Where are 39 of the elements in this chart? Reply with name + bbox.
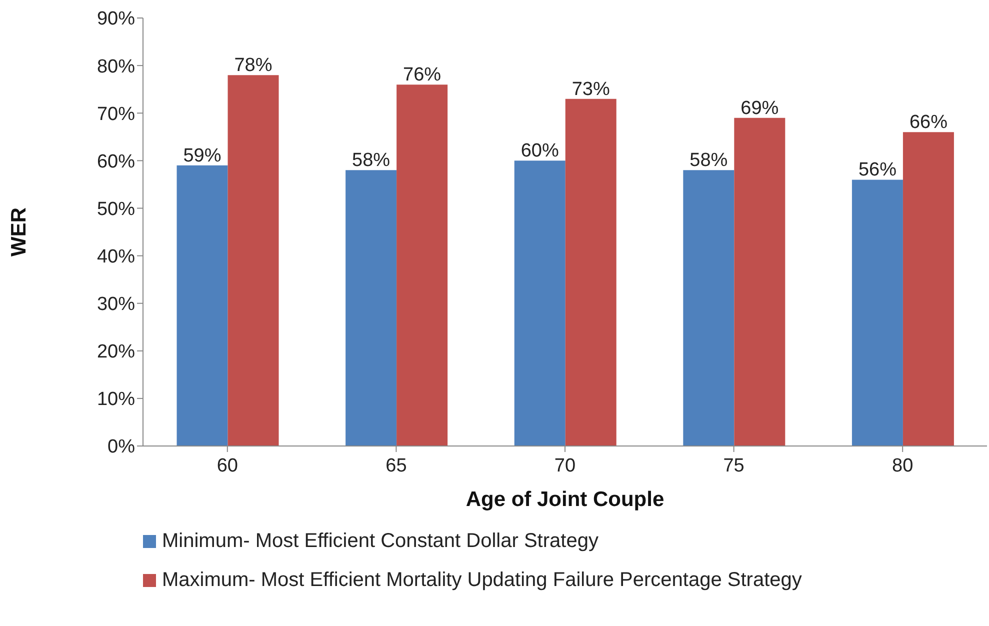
x-tick-label: 60 [216,455,238,476]
x-axis-title: Age of Joint Couple [466,488,664,511]
data-label: 78% [234,55,272,76]
bar [902,132,954,446]
bar [396,84,448,446]
y-axis-title: WER [7,208,30,256]
bar [565,98,616,446]
y-tick-label: 90% [96,8,136,30]
data-label: 56% [858,160,897,181]
data-label: 60% [520,140,559,162]
y-tick-label: 60% [96,151,136,172]
bar [228,75,279,446]
x-tick-label: 70 [554,455,576,476]
data-label: 76% [403,64,442,86]
y-tick-label: 10% [96,389,136,410]
y-tick-label: 40% [96,246,136,268]
legend-label: Maximum- Most Efficient Mortality Updating Failure Percentage Strategy [162,569,802,592]
bar [514,160,566,446]
bar [734,118,786,446]
data-label: 69% [740,98,779,119]
x-tick-label: 65 [386,455,407,476]
y-tick-label: 20% [96,342,136,363]
bar [852,180,903,446]
y-tick-label: 70% [96,104,136,125]
data-label: 58% [352,150,390,172]
data-label: 58% [690,150,728,172]
bar [346,170,397,446]
y-tick-label: 50% [96,198,136,220]
bar [683,170,734,446]
y-tick-label: 0% [108,436,136,458]
data-label: 59% [183,145,222,166]
data-label: 73% [572,78,610,100]
x-tick-label: 80 [892,455,914,476]
bar [176,165,228,446]
y-tick-label: 30% [96,294,136,316]
x-tick-label: 75 [723,455,744,476]
legend-label: Minimum- Most Efficient Constant Dollar Strategy [162,530,598,553]
y-tick-label: 80% [96,56,136,78]
data-label: 66% [909,112,948,134]
